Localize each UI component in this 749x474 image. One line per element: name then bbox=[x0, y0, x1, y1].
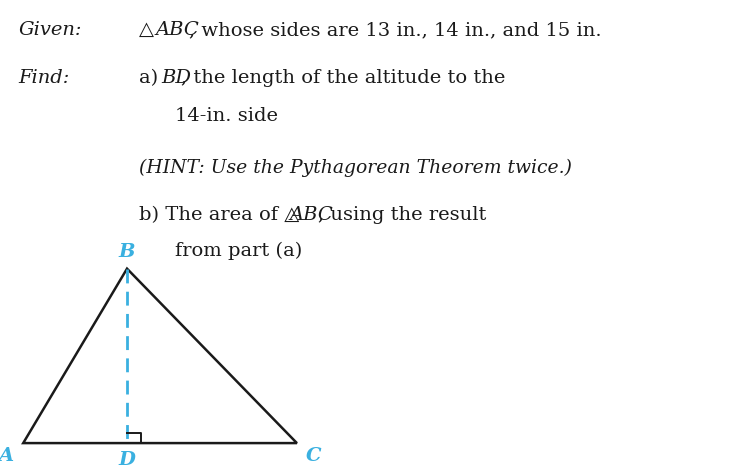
Text: b) The area of △: b) The area of △ bbox=[139, 206, 299, 224]
Text: Find:: Find: bbox=[19, 69, 70, 87]
Text: from part (a): from part (a) bbox=[175, 242, 302, 260]
Text: , using the result: , using the result bbox=[318, 206, 487, 224]
Text: ABC: ABC bbox=[155, 21, 198, 39]
Text: C: C bbox=[306, 447, 322, 465]
Text: 14-in. side: 14-in. side bbox=[175, 107, 278, 125]
Text: △: △ bbox=[139, 21, 154, 39]
Text: Given:: Given: bbox=[19, 21, 82, 39]
Text: (HINT: Use the Pythagorean Theorem twice.): (HINT: Use the Pythagorean Theorem twice… bbox=[139, 159, 571, 177]
Text: B: B bbox=[119, 243, 136, 261]
Text: , the length of the altitude to the: , the length of the altitude to the bbox=[181, 69, 505, 87]
Text: A: A bbox=[0, 447, 13, 465]
Text: a): a) bbox=[139, 69, 164, 87]
Text: ABC: ABC bbox=[290, 206, 333, 224]
Text: D: D bbox=[118, 451, 136, 469]
Text: , whose sides are 13 in., 14 in., and 15 in.: , whose sides are 13 in., 14 in., and 15… bbox=[189, 21, 601, 39]
Text: BD: BD bbox=[161, 69, 191, 87]
